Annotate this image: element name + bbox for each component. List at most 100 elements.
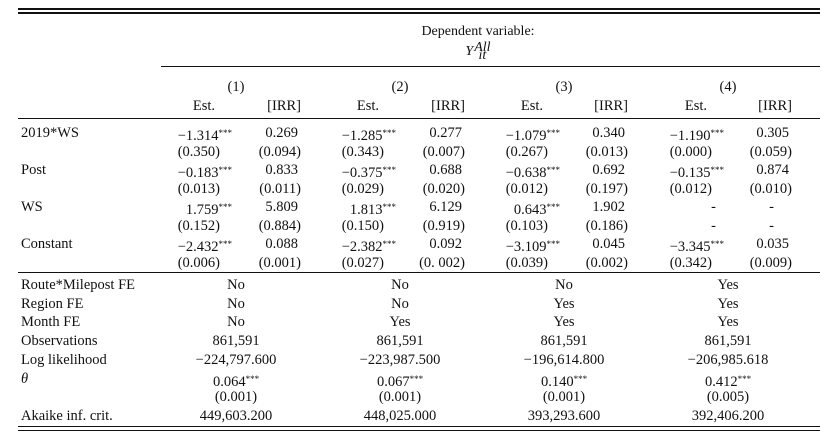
statistic-cell: No: [227, 276, 245, 294]
estimate-value: -: [711, 199, 716, 215]
significance-stars: ***: [710, 165, 725, 175]
estimate-cell: −0.183***: [178, 161, 232, 182]
significance-stars: ***: [218, 202, 233, 212]
standard-error: (0.343): [341, 144, 384, 160]
irr-standard-error: -: [769, 218, 774, 234]
estimate-value: −3.109: [505, 239, 547, 255]
row-label: Route*Milepost FE: [21, 277, 135, 293]
statistic-cell: 861,591: [704, 332, 751, 350]
statistic-value: −196,614.800: [523, 351, 605, 368]
standard-error: (0.006): [177, 255, 220, 271]
statistic-value: Yes: [717, 314, 739, 331]
estimate-cell: −3.345***: [670, 235, 724, 256]
estimate-cell: −0.638***: [506, 161, 560, 182]
significance-stars: ***: [573, 373, 588, 384]
irr-standard-error: (0. 002): [419, 255, 465, 271]
standard-error: (0.342): [669, 255, 712, 271]
row-label: Month FE: [21, 314, 81, 331]
estimate-value: 1.813: [349, 202, 383, 218]
row-label: Akaike inf. crit.: [21, 407, 113, 424]
statistic-cell: No: [227, 313, 245, 331]
standard-error: (0.039): [505, 255, 548, 271]
statistic-cell: 392,406.200: [692, 407, 765, 425]
statistic-cell: 861,591: [376, 332, 423, 350]
estimate-cell: −1.190***: [670, 124, 724, 145]
standard-error: (0.267): [505, 144, 548, 160]
irr-header: [IRR]: [758, 98, 792, 114]
statistic-value: Yes: [553, 314, 575, 331]
significance-stars: ***: [382, 165, 397, 175]
statistic-value: 861,591: [376, 333, 424, 350]
significance-stars: ***: [546, 239, 561, 249]
row-label: Log likelihood: [21, 351, 107, 368]
irr-standard-error: (0.094): [258, 144, 301, 160]
irr-value: 0.833: [265, 162, 298, 178]
significance-stars: ***: [218, 165, 233, 175]
estimate-cell: −1.079***: [506, 124, 560, 145]
statistic-value: No: [227, 314, 245, 331]
section-rule: [18, 272, 820, 273]
estimate-value: −0.183: [177, 165, 219, 181]
standard-error: (0.012): [505, 181, 548, 197]
irr-value: 0.088: [265, 236, 298, 252]
statistic-cell: No: [555, 276, 573, 294]
statistic-value: No: [555, 277, 573, 293]
row-label: Observations: [21, 333, 98, 350]
estimate-cell: −2.382***: [342, 235, 396, 256]
estimate-cell: −0.135***: [670, 161, 724, 182]
estimate-value: −2.382: [341, 239, 383, 255]
statistic-cell: −206,985.618: [688, 351, 769, 369]
statistic-cell: (0.001): [543, 388, 585, 406]
significance-stars: ***: [382, 128, 397, 138]
irr-standard-error: (0.186): [585, 218, 628, 234]
estimate-value: −2.432: [177, 239, 219, 255]
irr-value: 0.692: [592, 162, 625, 178]
irr-value: 0.305: [756, 125, 789, 141]
statistic-cell: No: [391, 276, 409, 294]
y-subscript: it: [478, 47, 487, 63]
irr-value: 5.809: [265, 199, 298, 215]
statistic-value: Yes: [553, 295, 575, 312]
significance-stars: ***: [737, 373, 752, 384]
row-label: WS: [21, 199, 43, 215]
significance-stars: ***: [546, 202, 561, 212]
irr-standard-error: (0.919): [422, 218, 465, 234]
irr-value: 0.277: [429, 125, 462, 141]
irr-value: 0.045: [592, 236, 625, 252]
standard-error: (0.012): [669, 181, 712, 197]
statistic-cell: Yes: [389, 313, 410, 331]
statistic-value: Yes: [717, 295, 739, 312]
statistic-cell: 449,603.200: [200, 407, 273, 425]
statistic-value: Yes: [389, 314, 411, 331]
est-header: Est.: [192, 98, 215, 114]
estimate-value: −1.285: [341, 128, 383, 144]
standard-error: (0.152): [177, 218, 220, 234]
statistic-value: 0.064: [212, 373, 246, 390]
statistic-value: (0.001): [542, 389, 586, 406]
bottom-rule-2: [18, 430, 820, 431]
estimate-value: −0.638: [505, 165, 547, 181]
irr-value: 1.902: [592, 199, 625, 215]
irr-value: 0.688: [429, 162, 462, 178]
estimate-value: −1.190: [669, 128, 711, 144]
est-header: Est.: [356, 98, 379, 114]
irr-standard-error: (0.059): [749, 144, 792, 160]
estimate-cell: 0.643***: [514, 198, 560, 219]
statistic-value: 448,025.000: [363, 407, 437, 424]
irr-standard-error: (0.884): [258, 218, 301, 234]
significance-stars: ***: [382, 202, 397, 212]
statistic-cell: 861,591: [212, 332, 259, 350]
statistic-value: No: [391, 277, 409, 293]
statistic-cell: Yes: [717, 313, 738, 331]
significance-stars: ***: [710, 239, 725, 249]
column-number: (1): [227, 79, 245, 95]
column-header-rule: [18, 118, 820, 119]
statistic-value: (0.001): [378, 389, 422, 406]
statistic-cell: (0.001): [215, 388, 257, 406]
statistic-cell: 448,025.000: [364, 407, 437, 425]
estimate-value: −1.314: [177, 128, 219, 144]
statistic-cell: Yes: [553, 313, 574, 331]
est-header: Est.: [684, 98, 707, 114]
statistic-cell: 0.064***: [213, 370, 259, 391]
